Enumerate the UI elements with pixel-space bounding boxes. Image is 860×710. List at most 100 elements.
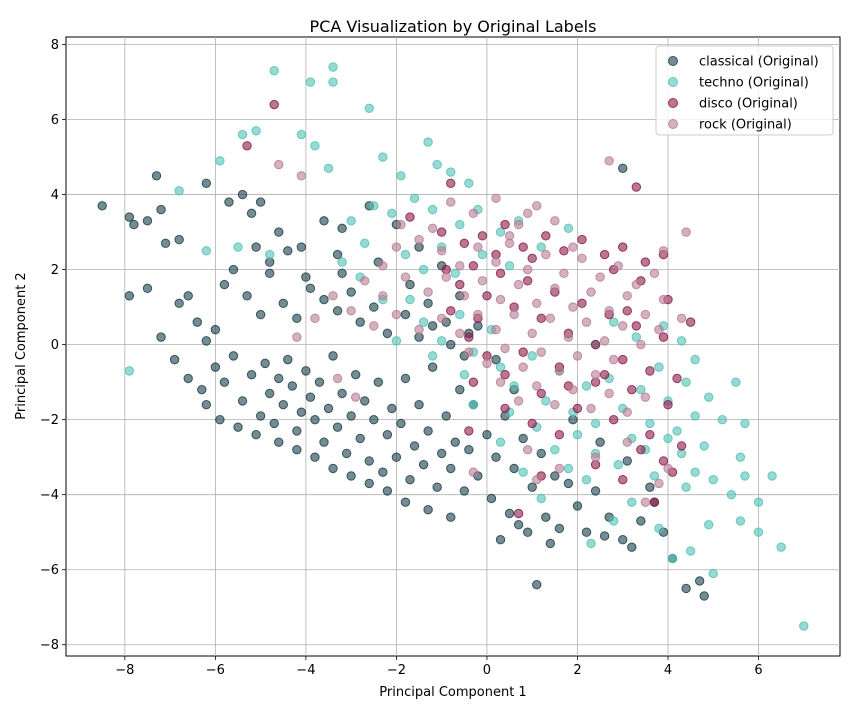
scatter-point	[459, 486, 470, 496]
scatter-point	[337, 388, 347, 399]
y-tick-label: −2	[40, 413, 59, 428]
scatter-point	[536, 242, 546, 252]
scatter-point	[527, 253, 537, 264]
scatter-point	[432, 159, 442, 170]
scatter-point	[274, 159, 284, 170]
scatter-point	[274, 227, 284, 237]
scatter-point	[233, 422, 243, 432]
scatter-point	[581, 474, 592, 485]
scatter-point	[581, 317, 592, 327]
scatter-point	[305, 77, 316, 87]
x-tick-label: 2	[573, 663, 581, 678]
x-tick-label: 6	[754, 663, 762, 678]
scatter-point	[455, 279, 465, 290]
scatter-point	[251, 126, 261, 136]
scatter-point	[310, 313, 320, 324]
scatter-point	[446, 512, 456, 522]
scatter-point	[215, 414, 225, 425]
scatter-point	[590, 486, 601, 496]
scatter-point	[704, 520, 714, 530]
scatter-point	[618, 535, 628, 545]
scatter-point	[246, 208, 257, 219]
scatter-point	[640, 392, 651, 402]
scatter-point	[586, 287, 596, 297]
scatter-point	[645, 366, 655, 376]
scatter-point	[369, 201, 379, 211]
scatter-point	[369, 321, 379, 331]
scatter-point	[414, 234, 424, 245]
scatter-point	[473, 242, 483, 252]
scatter-point	[319, 437, 329, 447]
scatter-point	[581, 527, 592, 537]
scatter-point	[346, 216, 356, 226]
scatter-point	[495, 268, 506, 279]
scatter-point	[599, 336, 610, 346]
scatter-point	[735, 516, 746, 526]
scatter-point	[509, 381, 519, 391]
scatter-point	[459, 369, 470, 380]
plot-frame	[65, 36, 841, 657]
scatter-point	[414, 399, 424, 410]
scatter-point	[427, 321, 438, 331]
scatter-point	[124, 291, 135, 301]
scatter-point	[649, 497, 660, 507]
scatter-point	[468, 399, 479, 410]
scatter-point	[513, 396, 524, 406]
scatter-point	[595, 437, 605, 447]
scatter-point	[640, 257, 651, 267]
scatter-point	[360, 276, 370, 286]
scatter-point	[332, 422, 343, 432]
scatter-point	[373, 377, 384, 387]
scatter-point	[513, 508, 524, 519]
scatter-point	[676, 313, 687, 324]
scatter-point	[151, 171, 162, 181]
y-tick-label: 8	[51, 38, 59, 53]
scatter-point	[346, 287, 356, 297]
scatter-point	[346, 411, 356, 421]
scatter-point	[550, 471, 560, 481]
scatter-point	[183, 291, 193, 301]
scatter-point	[427, 351, 438, 361]
scatter-point	[717, 414, 728, 425]
scatter-point	[509, 309, 519, 320]
scatter-point	[464, 347, 474, 357]
scatter-point	[378, 152, 388, 162]
scatter-point	[654, 523, 664, 534]
scatter-point	[251, 242, 261, 252]
scatter-point	[405, 279, 415, 290]
scatter-point	[681, 583, 691, 594]
series-3-points	[274, 156, 691, 507]
y-tick-label: 2	[51, 263, 59, 278]
scatter-point	[532, 580, 542, 590]
scatter-point	[604, 388, 614, 399]
scatter-point	[627, 497, 637, 507]
legend-label: disco (Original)	[699, 97, 798, 112]
scatter-point	[409, 193, 420, 204]
scatter-point	[663, 433, 673, 444]
scatter-point	[590, 369, 601, 380]
scatter-point	[192, 317, 202, 327]
scatter-point	[568, 384, 578, 395]
scatter-point	[522, 276, 533, 286]
scatter-point	[663, 399, 673, 410]
scatter-point	[685, 546, 696, 556]
scatter-point	[400, 497, 411, 507]
scatter-point	[618, 474, 628, 485]
scatter-point	[627, 384, 637, 395]
scatter-point	[319, 294, 329, 305]
scatter-point	[278, 298, 288, 309]
scatter-point	[631, 279, 642, 290]
y-tick-label: −4	[40, 488, 59, 503]
scatter-point	[224, 197, 234, 207]
scatter-point	[446, 339, 456, 350]
scatter-point	[337, 223, 347, 234]
scatter-point	[387, 403, 397, 414]
scatter-point	[590, 418, 601, 429]
scatter-point	[541, 249, 551, 260]
scatter-point	[604, 156, 614, 166]
scatter-point	[590, 452, 601, 462]
scatter-point	[640, 497, 651, 507]
scatter-point	[658, 456, 669, 466]
scatter-point	[491, 324, 501, 335]
scatter-point	[346, 306, 356, 316]
